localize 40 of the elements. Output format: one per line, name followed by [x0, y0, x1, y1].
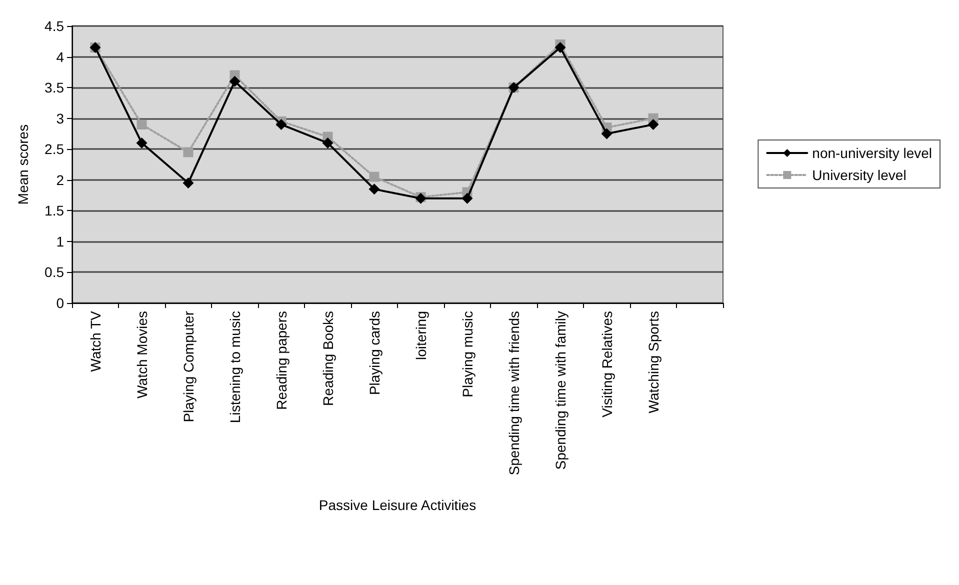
legend-label: University level	[812, 167, 906, 183]
x-tick-label: Watch Movies	[134, 311, 150, 398]
y-axis-title: Mean scores	[15, 124, 31, 205]
point	[554, 42, 566, 54]
point	[183, 147, 194, 158]
point	[182, 177, 194, 188]
point	[369, 172, 380, 182]
point	[368, 184, 380, 195]
x-axis-title: Passive Leisure Activities	[318, 497, 476, 513]
point	[322, 137, 334, 148]
point	[601, 128, 612, 140]
x-tick-label: Watch TV	[87, 310, 104, 372]
x-tick-label: Listening to music	[226, 311, 243, 424]
y-tick-label: 1.5	[44, 202, 64, 219]
x-tick-label: Playing Computer	[180, 310, 196, 422]
y-tick-label: 0	[56, 295, 64, 311]
y-tick-label: 2	[56, 172, 64, 188]
legend-label: non-university level	[812, 145, 932, 161]
point	[276, 118, 287, 130]
y-tick-label: 4	[56, 48, 64, 65]
x-tick-label: Spending time with family	[552, 311, 568, 470]
x-tick-label: Spending time with friends	[506, 311, 522, 476]
point	[136, 119, 147, 130]
x-tick-label: Visiting Relatives	[598, 311, 615, 418]
point	[462, 192, 473, 204]
point	[648, 118, 659, 130]
x-tick-label: loitering	[412, 311, 429, 360]
point	[229, 76, 240, 87]
x-tick-label: Playing music	[459, 311, 476, 398]
point	[136, 137, 148, 148]
y-tick-label: 3	[56, 110, 64, 126]
y-tick-label: 4.5	[44, 18, 64, 34]
x-tick-label: Reading Books	[320, 311, 336, 406]
y-tick-label: 3.5	[44, 80, 64, 96]
y-tick-label: 0.5	[44, 264, 64, 280]
x-tick-label: Watching Sports	[645, 311, 662, 414]
y-tick-label: 1	[56, 233, 64, 250]
x-tick-label: Reading papers	[273, 311, 290, 410]
x-tick-label: Playing cards	[366, 311, 382, 396]
y-tick-label: 2.5	[44, 141, 64, 158]
